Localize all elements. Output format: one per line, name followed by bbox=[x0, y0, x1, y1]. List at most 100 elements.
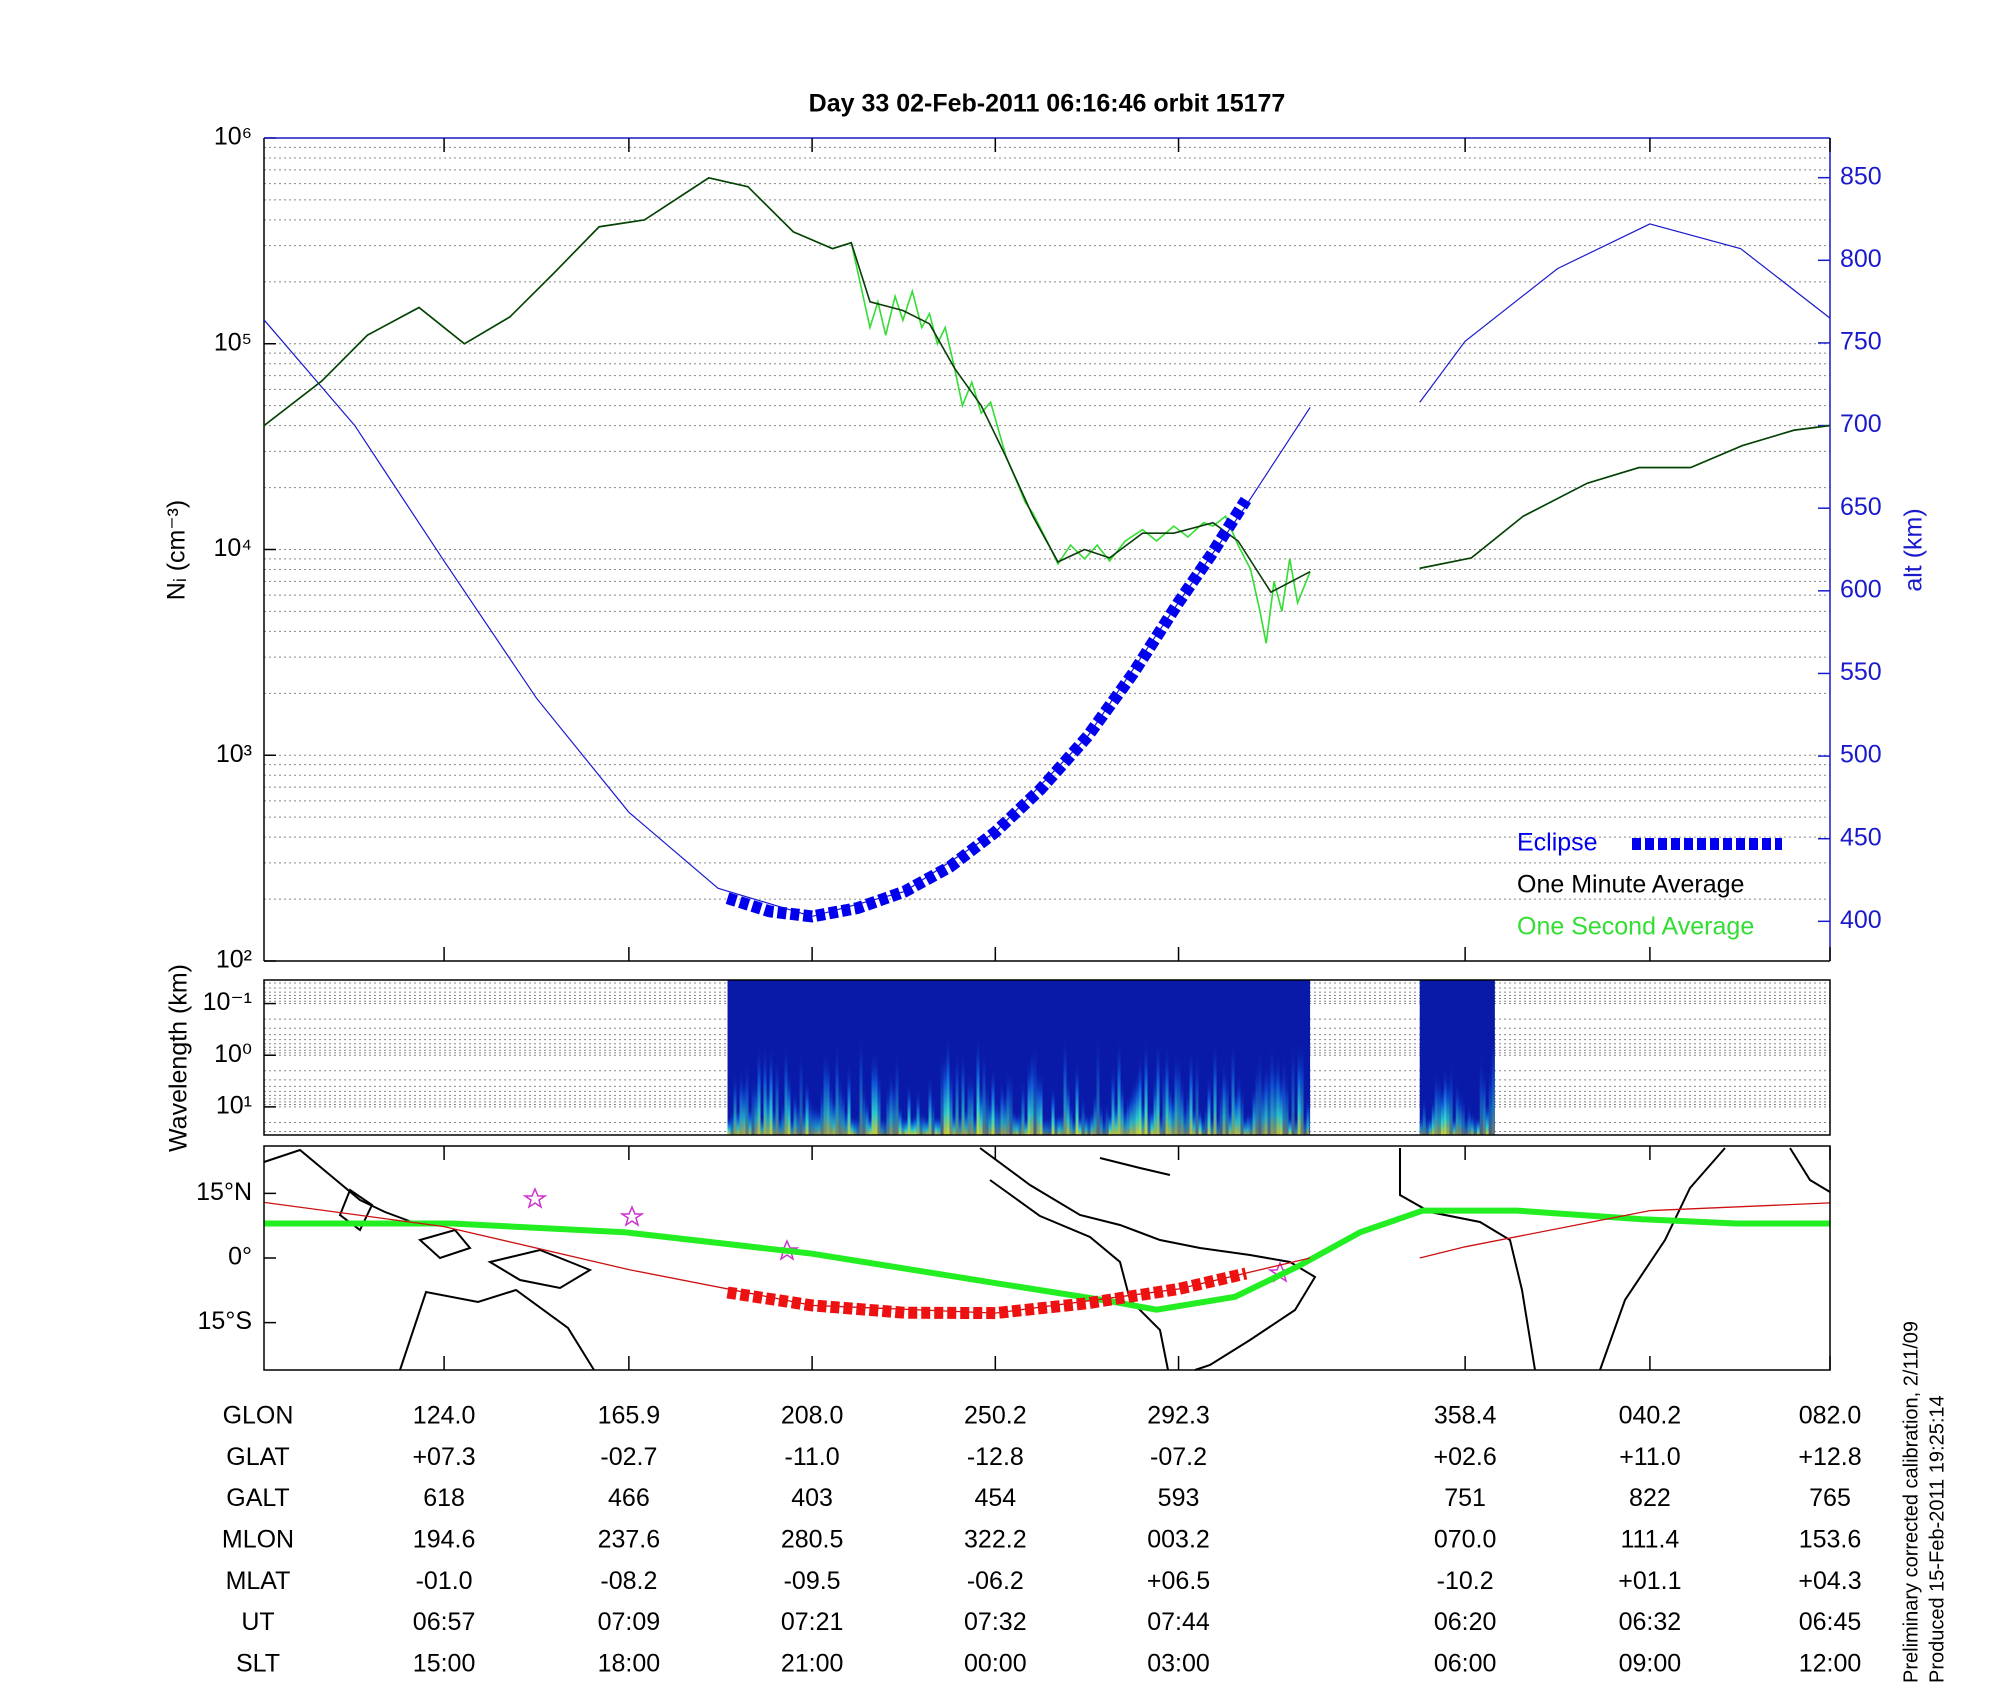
spectrogram-texture bbox=[1093, 1090, 1097, 1135]
spectrogram-texture bbox=[1285, 1072, 1289, 1135]
spectrogram-texture bbox=[889, 1069, 893, 1135]
table-cell: 751 bbox=[1444, 1484, 1486, 1512]
spectrogram-texture bbox=[1479, 1051, 1483, 1135]
spectrogram-texture bbox=[1108, 1111, 1112, 1135]
spectrogram-texture bbox=[1024, 1115, 1028, 1135]
spectrogram-texture bbox=[1036, 1066, 1040, 1135]
spectrogram-texture bbox=[835, 1041, 839, 1135]
spectrogram-texture bbox=[1210, 1113, 1214, 1135]
spectrogram-texture bbox=[1054, 1113, 1058, 1135]
eclipse-track-line bbox=[726, 1267, 1248, 1320]
table-cell: 18:00 bbox=[598, 1649, 661, 1677]
spectrogram-texture bbox=[772, 1104, 776, 1135]
spectrogram-texture bbox=[916, 1089, 920, 1135]
y-axis-label: Nᵢ (cm⁻³) bbox=[163, 500, 191, 600]
spectrogram-texture bbox=[727, 1116, 731, 1135]
spectrogram-texture bbox=[982, 1044, 986, 1135]
spectrogram-texture bbox=[856, 1114, 860, 1135]
spectrogram-texture bbox=[1081, 1094, 1085, 1135]
table-cell: 040.2 bbox=[1619, 1402, 1682, 1430]
y-tick-label: 10⁶ bbox=[214, 123, 252, 151]
coastline bbox=[1399, 1147, 1726, 1371]
table-cell: 454 bbox=[974, 1484, 1016, 1512]
spectrogram-texture bbox=[1437, 1074, 1441, 1135]
spectrogram-texture bbox=[1464, 1116, 1468, 1135]
table-cell: 06:00 bbox=[1434, 1649, 1497, 1677]
spectrogram-texture bbox=[1270, 1044, 1274, 1135]
series-line bbox=[263, 177, 1831, 594]
spectrogram-texture bbox=[988, 1095, 992, 1135]
row-label: GALT bbox=[226, 1484, 289, 1512]
y-tick-label: 10⁵ bbox=[214, 328, 252, 356]
spectrogram-texture bbox=[1213, 1039, 1217, 1135]
table-cell: 07:32 bbox=[964, 1608, 1027, 1636]
spectrogram-texture bbox=[865, 1098, 869, 1135]
spectrogram-texture bbox=[1434, 1071, 1438, 1135]
y-tick-label: 15°S bbox=[198, 1307, 252, 1335]
legend-label: Eclipse bbox=[1517, 829, 1598, 857]
spectrogram-texture bbox=[784, 1041, 788, 1135]
spectrogram-texture bbox=[1159, 1112, 1163, 1135]
spectrogram-texture bbox=[745, 1059, 749, 1135]
spectrogram-texture bbox=[874, 1049, 878, 1135]
table-cell: 003.2 bbox=[1147, 1526, 1210, 1554]
spectrogram-texture bbox=[1204, 1102, 1208, 1135]
spectrogram-texture bbox=[1300, 1038, 1304, 1135]
spectrogram-texture bbox=[979, 1082, 983, 1135]
spectrogram-texture bbox=[1470, 1112, 1474, 1135]
coastlines bbox=[263, 1147, 1831, 1371]
eclipse-line bbox=[725, 496, 1251, 923]
spectrogram-texture bbox=[1488, 1062, 1492, 1135]
spectrogram-texture bbox=[775, 1056, 779, 1135]
coastline bbox=[263, 1148, 421, 1226]
spectrogram-texture bbox=[796, 1101, 800, 1135]
series-line bbox=[263, 177, 1831, 644]
table-cell: -07.2 bbox=[1150, 1443, 1207, 1471]
spectrogram-texture bbox=[1069, 1102, 1073, 1135]
spectrogram-texture bbox=[1048, 1115, 1052, 1135]
spectrogram-texture bbox=[1476, 1116, 1480, 1135]
panel-frame bbox=[263, 979, 1831, 1136]
spectrogram-texture bbox=[1195, 1050, 1199, 1135]
spectrogram-texture bbox=[1162, 1062, 1166, 1135]
spectrogram-texture bbox=[766, 1081, 770, 1135]
y2-tick-label: 800 bbox=[1840, 245, 1882, 273]
spectrogram-texture bbox=[1422, 1096, 1426, 1135]
spectrogram-texture bbox=[910, 1116, 914, 1135]
note: Preliminary corrected calibration, 2/11/… bbox=[1900, 1321, 1922, 1683]
spectrogram-texture bbox=[1075, 1060, 1079, 1135]
spectrogram-texture bbox=[1431, 1097, 1435, 1135]
spectrogram-texture bbox=[1057, 1112, 1061, 1135]
spectrogram-texture bbox=[1129, 1088, 1133, 1135]
spectrogram-texture bbox=[1180, 1076, 1184, 1135]
spectrogram-texture bbox=[937, 1114, 941, 1135]
spectrogram-texture bbox=[1228, 1107, 1232, 1135]
spectrogram-texture bbox=[1096, 1032, 1100, 1135]
spectrogram-texture bbox=[1072, 1116, 1076, 1135]
spectrogram-texture bbox=[1225, 1068, 1229, 1135]
spectrogram-texture bbox=[811, 1102, 815, 1135]
spectrogram-texture bbox=[736, 1107, 740, 1135]
table-cell: 322.2 bbox=[964, 1526, 1027, 1554]
spectrogram-texture bbox=[1237, 1074, 1241, 1135]
spectrogram-texture bbox=[760, 1115, 764, 1135]
spectrogram-texture bbox=[823, 1046, 827, 1135]
spectrogram-texture bbox=[1066, 1077, 1070, 1135]
spectrogram-texture bbox=[1168, 1082, 1172, 1135]
spectrogram-texture bbox=[895, 1050, 899, 1135]
table-cell: -06.2 bbox=[967, 1567, 1024, 1595]
spectrogram-texture bbox=[955, 1050, 959, 1135]
row-label: UT bbox=[241, 1608, 274, 1636]
spectrogram-texture bbox=[1150, 1106, 1154, 1135]
spectrogram-texture bbox=[1446, 1073, 1450, 1135]
spectrogram-texture bbox=[1171, 1091, 1175, 1135]
spectrogram-texture bbox=[997, 1099, 1001, 1135]
table-cell: -11.0 bbox=[785, 1443, 840, 1471]
spectrogram-texture bbox=[742, 1076, 746, 1135]
spectrogram-texture bbox=[1279, 1071, 1283, 1135]
spectrogram-texture bbox=[919, 1110, 923, 1135]
spectrogram-texture bbox=[886, 1083, 890, 1135]
table-cell: 03:00 bbox=[1147, 1649, 1210, 1677]
spectrogram-texture bbox=[949, 1066, 953, 1135]
y-tick-label: 10⁻¹ bbox=[203, 988, 252, 1016]
